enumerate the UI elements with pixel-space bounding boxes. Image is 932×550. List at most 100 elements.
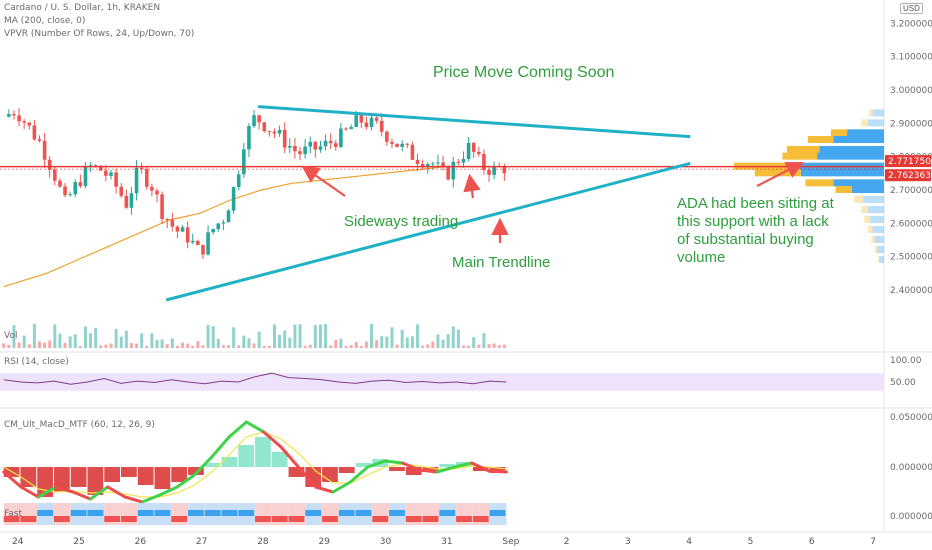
volume-bar	[334, 340, 338, 348]
symbol-legend[interactable]: Cardano / U. S. Dollar, 1h, KRAKEN	[4, 3, 161, 13]
volume-bar	[114, 329, 118, 348]
candle-body	[236, 174, 241, 188]
macd-histogram-bar	[238, 445, 255, 467]
candle-body	[477, 151, 481, 154]
rsi-tick-label: 100.00	[890, 356, 922, 366]
volume-profile-up-bar	[874, 246, 878, 253]
macd-histogram-bar	[20, 467, 37, 487]
volume-bar	[344, 345, 348, 348]
candle-body	[22, 121, 26, 123]
volume-bar	[446, 334, 450, 348]
volume-bar	[247, 338, 251, 348]
candle-body	[221, 222, 226, 224]
vpvr-legend[interactable]: VPVR (Number Of Rows, 24, Up/Down, 70)	[4, 29, 195, 39]
price-tick-label: 2.700000	[890, 186, 932, 196]
candle-body	[272, 131, 277, 134]
volume-bar	[267, 345, 271, 348]
volume-bar	[211, 326, 215, 348]
macd-line-segment	[36, 485, 58, 499]
volume-bar	[216, 338, 220, 348]
volume-bar	[405, 337, 409, 348]
volume-profile-up-bar	[864, 216, 871, 223]
candle-body	[487, 169, 491, 175]
macd-line-segment	[106, 485, 127, 499]
macd-line-segment	[71, 490, 92, 501]
fast-bar	[154, 510, 171, 516]
candle-body	[277, 129, 282, 134]
candle-body	[502, 166, 507, 174]
macd-pane-label[interactable]: CM_Ult_MacD_MTF (60, 12, 26, 9)	[4, 420, 155, 430]
volume-bar	[313, 325, 317, 348]
fast-bar	[121, 516, 137, 522]
fast-bar	[422, 516, 439, 522]
candle-body	[93, 165, 98, 167]
candle-body	[456, 161, 461, 163]
macd-histogram-bar	[87, 467, 104, 495]
volume-profile-down-bar	[867, 206, 884, 213]
candle-body	[303, 146, 307, 155]
volume-profile-down-bar	[863, 196, 884, 203]
ma-legend[interactable]: MA (200, close, 0)	[4, 16, 86, 26]
candle-body	[185, 227, 190, 243]
volume-bar	[89, 333, 93, 348]
candle-body	[431, 163, 435, 165]
candle-body	[436, 162, 440, 164]
annotation-ada-note: ADA had been sitting at this support wit…	[677, 195, 834, 266]
macd-histogram-bar	[70, 467, 87, 487]
x-tick-label: 24	[12, 537, 24, 547]
volume-profile-up-bar	[807, 136, 834, 143]
volume-profile-up-bar	[830, 129, 848, 137]
rsi-pane-label[interactable]: RSI (14, close)	[4, 357, 69, 367]
volume-bar	[385, 336, 389, 348]
macd-histogram-bar	[422, 467, 439, 472]
volume-bar	[73, 334, 77, 348]
volume-bar	[150, 333, 154, 348]
volume-bar	[283, 330, 287, 348]
candle-body	[379, 120, 384, 132]
candle-body	[369, 117, 374, 128]
macd-histogram-bar	[171, 467, 188, 482]
macd-histogram-bar	[121, 467, 137, 477]
volume-profile-up-bar	[854, 196, 864, 203]
fast-bar	[389, 510, 405, 516]
volume-bar	[53, 324, 57, 348]
volume-profile-down-bar	[870, 216, 884, 223]
candle-body	[339, 128, 343, 147]
volume-bar	[155, 339, 159, 348]
x-tick-label: 4	[686, 537, 692, 547]
candle-body	[298, 151, 302, 155]
currency-button[interactable]: USD	[900, 3, 923, 14]
macd-histogram-bar	[389, 467, 405, 471]
volume-profile-down-bar	[874, 236, 884, 243]
annotation-arrow	[463, 173, 481, 199]
macd-line-segment	[452, 461, 474, 469]
fast-bar	[288, 516, 305, 522]
candle-body	[201, 245, 205, 255]
volume-bar	[257, 331, 261, 348]
candle-body	[53, 169, 57, 181]
macd-line-segment	[400, 461, 422, 472]
candle-body	[364, 122, 369, 128]
volume-bar	[354, 342, 358, 348]
candle-body	[395, 143, 399, 147]
candle-body	[405, 143, 410, 145]
x-tick-label: 28	[257, 537, 269, 547]
volume-bar	[175, 345, 179, 348]
volume-bar	[441, 339, 445, 348]
x-tick-label: 7	[870, 537, 876, 547]
candle-body	[175, 226, 180, 232]
volume-profile-up-bar	[869, 109, 873, 117]
volume-bar	[390, 327, 394, 348]
volume-bar	[395, 344, 399, 348]
candle-body	[27, 122, 32, 126]
fast-bar	[305, 510, 322, 516]
volume-bar	[104, 344, 108, 348]
volume-bar	[135, 343, 139, 348]
volume-profile-down-bar	[819, 146, 884, 153]
candle-body	[313, 141, 318, 150]
x-tick-label: 29	[319, 537, 331, 547]
volume-bar	[37, 341, 41, 348]
volume-bar	[318, 324, 322, 348]
candle-body	[109, 172, 113, 176]
